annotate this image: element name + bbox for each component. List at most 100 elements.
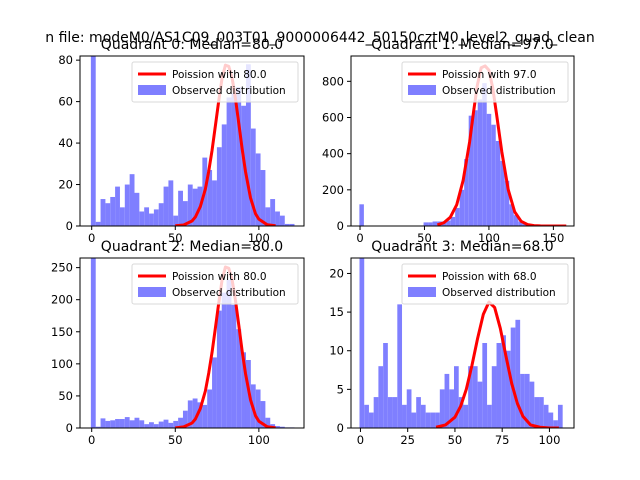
histogram-bar: [359, 204, 364, 226]
y-tick-label: 0: [337, 421, 344, 435]
x-tick-label: 25: [400, 433, 415, 447]
histogram-bar: [260, 170, 266, 226]
histogram-bar: [90, 258, 96, 428]
histogram-bar: [110, 420, 116, 428]
legend-label-poisson: Poission with 97.0: [442, 69, 537, 81]
histogram-bar: [182, 410, 188, 428]
histogram-bar: [119, 207, 125, 226]
histogram-bar: [373, 397, 379, 428]
histogram-bar: [458, 397, 464, 428]
histogram-bar: [144, 207, 150, 226]
histogram-bar: [221, 292, 227, 428]
histogram-bar: [134, 192, 140, 226]
x-tick-label: 100: [248, 433, 270, 447]
y-tick-label: 400: [322, 147, 344, 161]
histogram-bar: [454, 366, 459, 428]
legend-box: [401, 61, 569, 103]
y-tick-label: 0: [337, 219, 344, 233]
histogram-bar: [543, 404, 549, 428]
histogram-bar: [192, 398, 198, 428]
histogram-bar: [221, 124, 227, 226]
x-tick-label: 75: [495, 433, 510, 447]
y-tick-label: 60: [58, 95, 73, 109]
y-tick-label: 40: [58, 136, 73, 150]
histogram-bar: [95, 221, 101, 226]
y-tick-label: 0: [66, 219, 73, 233]
histogram-bar: [216, 310, 222, 428]
histogram-bar: [464, 159, 469, 226]
x-tick-label: 50: [168, 433, 183, 447]
x-tick-label: 50: [168, 231, 183, 245]
histogram-bar: [518, 221, 523, 226]
histogram-bar: [95, 426, 101, 428]
y-tick-label: 100: [51, 357, 73, 371]
histogram-bar: [119, 419, 125, 428]
y-tick-label: 600: [322, 110, 344, 124]
x-tick-label: 100: [248, 231, 270, 245]
histogram-bar: [197, 402, 203, 428]
quadrant-0-title: Quadrant 0: Median=80.0: [101, 37, 283, 53]
legend-bar-swatch: [408, 85, 436, 95]
quadrant-3-title: Quadrant 3: Median=68.0: [371, 239, 553, 255]
histogram-bar: [472, 366, 478, 428]
histogram-bar: [182, 201, 188, 226]
plot-area: [90, 56, 295, 226]
histogram-bar: [491, 366, 497, 428]
histogram-bar: [425, 412, 431, 428]
quadrant-2-chart: 0 50 100 0 50 100 150 200 250 Quadrant 2: Median=…: [51, 239, 305, 447]
histogram-bar: [495, 141, 501, 226]
histogram-bar: [187, 184, 193, 226]
x-tick-label: 0: [88, 433, 95, 447]
histogram-bar: [207, 170, 213, 226]
histogram-bar: [255, 153, 261, 226]
histogram-bar: [284, 223, 290, 226]
histogram-bar: [187, 400, 193, 428]
legend: Poission with 80.0 Observed distribution: [131, 61, 299, 103]
histogram-bar: [158, 203, 164, 226]
quadrant-1-chart: 0 50 100 150 0 200 400 600 800 Quadrant 1: Median…: [322, 37, 575, 245]
histogram-bar: [383, 343, 388, 428]
y-tick-label: 80: [58, 53, 73, 67]
histogram-bar: [477, 381, 483, 428]
histogram-bar: [387, 397, 393, 428]
histogram-bar: [158, 421, 164, 428]
histogram-bar: [491, 124, 496, 226]
histogram-bar: [428, 222, 433, 226]
histogram-bar: [216, 147, 222, 226]
quadrant-3-chart: 0 25 50 75 100 0 5 10 15 20 Quadrant 3: Median=68.…: [329, 239, 575, 447]
histogram-bar: [450, 216, 456, 226]
histogram-bar: [473, 110, 478, 226]
x-tick-label: 0: [88, 231, 95, 245]
histogram-bar: [149, 213, 154, 226]
x-tick-label: 50: [448, 433, 463, 447]
histogram-bar: [178, 417, 183, 428]
histogram-bar: [265, 417, 271, 428]
histogram-bar: [477, 99, 483, 226]
legend-box: [131, 61, 299, 103]
histogram-bar: [149, 422, 154, 428]
legend-label-observed: Observed distribution: [442, 287, 556, 299]
histogram-bar: [378, 366, 384, 428]
histogram-bar: [139, 211, 145, 226]
histogram-bar: [449, 389, 454, 428]
histogram-bar: [265, 207, 271, 226]
y-tick-label: 250: [51, 261, 73, 275]
histogram-bar: [110, 196, 116, 226]
y-tick-label: 15: [329, 305, 344, 319]
plot-area: [359, 64, 567, 226]
histogram-bar: [406, 389, 412, 428]
figure-suptitle: n file: modeM0/AS1C09_003T01_9000006442_…: [45, 30, 594, 46]
histogram-bar: [124, 184, 130, 226]
histogram-bar: [115, 419, 120, 428]
histogram-bar: [163, 186, 169, 226]
histogram-bar: [501, 335, 506, 428]
legend-label-poisson: Poission with 80.0: [172, 271, 267, 283]
histogram-bar: [435, 412, 440, 428]
histogram-bar: [486, 113, 492, 226]
legend-label-observed: Observed distribution: [172, 287, 286, 299]
histogram-bar: [124, 417, 130, 428]
histogram-bar: [411, 412, 417, 428]
histogram-bar: [548, 412, 554, 428]
histogram-bar: [513, 215, 519, 226]
legend-bar-swatch: [138, 85, 166, 95]
